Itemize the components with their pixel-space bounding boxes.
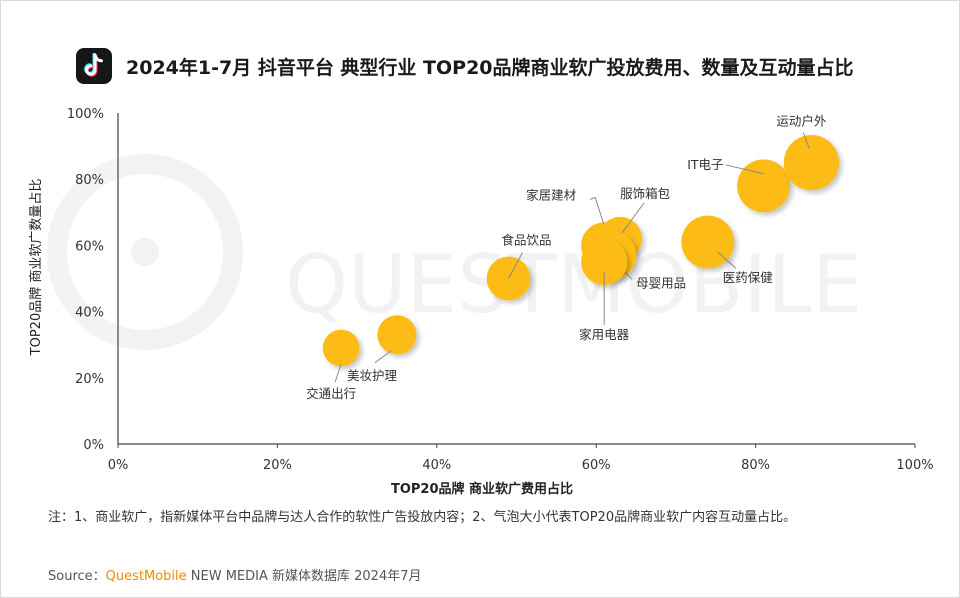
bubble-交通出行 — [322, 329, 360, 367]
bubble-group: IT电子 — [687, 157, 791, 213]
leader-line — [374, 350, 392, 364]
y-tick-label: 0% — [83, 438, 104, 453]
axes: 0% 20% 40% 60% 80% 100% 0% 20% 40% 60% 80% 100% — [67, 107, 934, 473]
bubble-医药保健 — [681, 215, 735, 269]
y-tick-label: 60% — [75, 239, 104, 254]
leader-line — [334, 363, 342, 383]
bubble-label: 家用电器 — [579, 327, 630, 342]
bubble-美妆护理 — [377, 315, 417, 355]
x-tick-label: 20% — [263, 458, 292, 473]
bubble-label: 家居建材 — [526, 187, 576, 202]
title-row: 2024年1-7月 抖音平台 典型行业 TOP20品牌商业软广投放费用、数量及互… — [76, 46, 854, 86]
watermark-text: QUESTMOBILE — [285, 238, 862, 331]
x-tick-label: 60% — [582, 458, 611, 473]
leader-line — [725, 164, 764, 175]
bubble-label: 食品饮品 — [502, 233, 552, 248]
bubble-IT电子 — [737, 159, 791, 213]
source-rest: NEW MEDIA 新媒体数据库 2024年7月 — [186, 569, 422, 584]
y-tick-label: 40% — [75, 306, 104, 321]
x-axis-title: TOP20品牌 商业软广费用占比 — [391, 481, 573, 497]
bubble-group: 交通出行 — [306, 329, 360, 401]
bubble-group: 运动户外 — [776, 114, 839, 191]
bubble-group: 医药保健 — [681, 215, 774, 285]
x-tick-label: 40% — [422, 458, 451, 473]
leader-line — [717, 251, 737, 269]
bubble-group: 家用电器 — [579, 238, 630, 342]
y-tick-label: 20% — [75, 372, 104, 387]
bubble-label: 交通出行 — [306, 386, 356, 401]
leader-line — [589, 196, 605, 226]
x-tick-label: 80% — [741, 458, 770, 473]
footnote: 注：1、商业软广，指新媒体平台中品牌与达人合作的软性广告投放内容；2、气泡大小代… — [48, 510, 797, 525]
bubble-label: 服饰箱包 — [620, 186, 670, 201]
leader-line — [621, 202, 645, 234]
bubble-group: 食品饮品 — [486, 233, 552, 301]
source-line: Source：QuestMobile NEW MEDIA 新媒体数据库 2024… — [48, 565, 422, 584]
leader-line — [508, 252, 523, 279]
bubble-运动户外 — [783, 135, 839, 191]
bubble-label: 运动户外 — [776, 114, 827, 129]
bubble-label: IT电子 — [687, 157, 723, 172]
x-tick-label: 0% — [108, 458, 129, 473]
chart-title: 2024年1-7月 抖音平台 典型行业 TOP20品牌商业软广投放费用、数量及互… — [126, 56, 854, 79]
leader-line — [802, 132, 810, 149]
y-tick-label: 100% — [67, 107, 104, 122]
bubble-label: 母婴用品 — [636, 275, 686, 290]
x-tick-label: 100% — [896, 458, 933, 473]
source-brand: QuestMobile — [105, 569, 187, 584]
bubble-label: 医药保健 — [723, 270, 774, 285]
source-prefix: Source： — [48, 569, 106, 584]
y-tick-label: 80% — [75, 173, 104, 188]
bubble-家用电器 — [581, 238, 628, 285]
watermark: QUESTMOBILE — [47, 154, 862, 350]
douyin-logo-icon — [76, 48, 112, 84]
bubble-label: 美妆护理 — [347, 368, 398, 383]
bubble-group: 美妆护理 — [347, 315, 417, 383]
y-axis-title: TOP20品牌 商业软广数量占比 — [28, 179, 44, 357]
